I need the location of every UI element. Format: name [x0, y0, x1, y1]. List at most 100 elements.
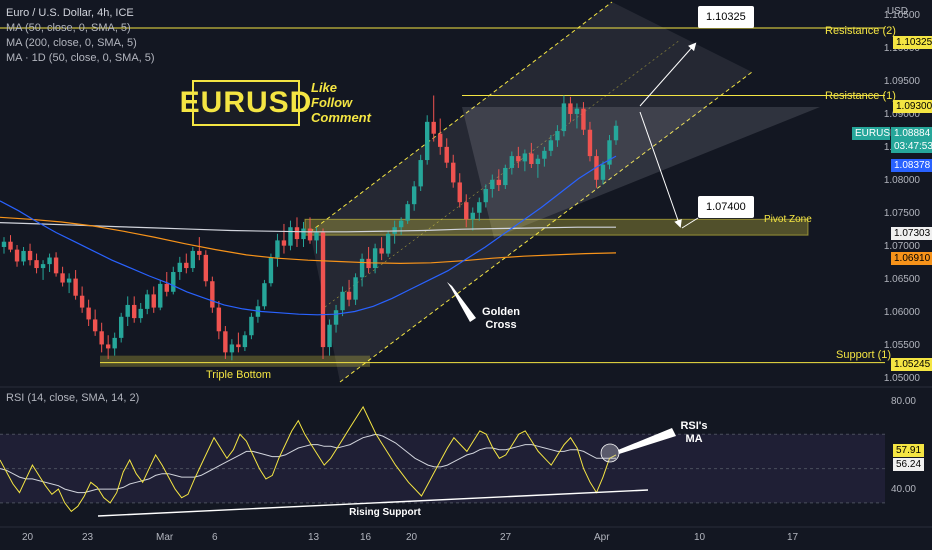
candle-body: [522, 153, 528, 162]
candle-body: [216, 307, 222, 332]
price-tick: 1.08000: [883, 175, 920, 187]
candle-body: [60, 273, 65, 283]
rsi-line: [0, 405, 617, 513]
candle-body: [307, 228, 313, 241]
candle-body: [431, 121, 436, 134]
candle-body: [190, 250, 196, 269]
date-tick: 23: [82, 532, 94, 543]
candle-body: [503, 167, 508, 186]
candle-body: [359, 258, 365, 278]
candle-body: [509, 156, 515, 168]
channel-fill: [310, 2, 752, 382]
date-tick: 6: [212, 532, 218, 543]
candle-body: [164, 283, 169, 292]
candle-body: [132, 304, 137, 319]
candle-body: [600, 164, 606, 180]
date-tick: 20: [406, 532, 418, 543]
candle-body: [171, 272, 176, 292]
candle-body: [138, 308, 143, 319]
candle-body: [275, 240, 280, 258]
candles: [1, 95, 619, 361]
candle-body: [118, 316, 124, 338]
ma1d-line: [0, 222, 616, 233]
candle-body: [242, 335, 248, 348]
ticker-badge: EURUSD: [180, 80, 311, 126]
rsi-ma-arrow: [618, 428, 676, 454]
candle-body: [574, 108, 580, 114]
pivot-zone-label: Pivot Zone: [764, 214, 812, 225]
rsi-value-tag: 57.91: [893, 444, 925, 457]
candle-body: [438, 133, 443, 147]
candle-body: [112, 337, 117, 349]
candle-body: [385, 233, 391, 254]
candle-body: [86, 307, 91, 320]
candle-body: [1, 241, 7, 247]
last-price-tag: 1.08884: [891, 127, 932, 140]
resistance1-label: Resistance (1): [825, 90, 896, 102]
rsi-ma-tag: 56.24: [893, 458, 925, 471]
candle-body: [607, 140, 612, 165]
candle-body: [568, 103, 573, 114]
rsi-legend[interactable]: RSI (14, close, SMA, 14, 2): [6, 392, 140, 404]
moving-averages: [0, 155, 617, 316]
candle-body: [8, 241, 13, 250]
price-tick: 1.05500: [883, 339, 920, 351]
candle-body: [490, 179, 495, 190]
channel-mid: [324, 39, 681, 308]
candle-body: [27, 250, 33, 261]
candle-body: [210, 281, 215, 308]
candle-body: [184, 262, 189, 269]
candle-body: [145, 294, 150, 309]
candle-body: [353, 277, 358, 300]
date-tick: 10: [694, 532, 706, 543]
candle-body: [14, 249, 20, 262]
candle-body: [151, 294, 156, 308]
candle-body: [333, 310, 339, 325]
candle-body: [223, 331, 228, 353]
candle-body: [535, 158, 541, 164]
candle-body: [92, 319, 98, 332]
target-low-pointer: [681, 217, 699, 229]
candle-body: [281, 240, 287, 246]
target-low-callout: 1.07400: [698, 196, 754, 218]
candle-body: [587, 129, 593, 157]
support-label: Support (1): [836, 349, 892, 361]
candle-body: [477, 202, 482, 213]
rsi-band: [0, 434, 885, 503]
triple-bottom-zone: [100, 355, 370, 367]
triple-bottom-label: Triple Bottom: [206, 369, 272, 381]
indicator-ma50[interactable]: MA (50, close, 0, SMA, 5): [6, 22, 131, 34]
golden-cross-arrow: [447, 282, 476, 322]
ma1d-level-tag: 1.07303: [891, 227, 932, 240]
target-high-callout: 1.10325: [698, 6, 754, 28]
resistance2-label: Resistance (2): [825, 25, 896, 37]
candle-body: [457, 182, 462, 203]
symbol-title[interactable]: Euro / U.S. Dollar, 4h, ICE: [6, 7, 134, 19]
cta-like: Like: [311, 80, 338, 95]
currency-label: USD: [886, 6, 908, 17]
cta-comment: Comment: [311, 110, 371, 125]
date-tick: 16: [360, 532, 372, 543]
rsi-ma-label: RSI's MA: [680, 420, 708, 445]
indicator-ma200[interactable]: MA (200, close, 0, SMA, 5): [6, 37, 137, 49]
candle-body: [158, 283, 163, 308]
candle-body: [268, 257, 274, 284]
candle-body: [372, 248, 378, 269]
overlay-drawings: [447, 42, 699, 322]
candle-body: [594, 156, 599, 180]
candle-body: [229, 344, 235, 353]
candle-body: [444, 146, 449, 163]
indicator-ma1d[interactable]: MA · 1D (50, close, 0, SMA, 5): [6, 52, 155, 64]
candle-body: [53, 257, 59, 274]
price-tick: 1.05000: [883, 372, 920, 384]
ma50-line: [0, 155, 617, 316]
candle-body: [314, 232, 319, 241]
date-tick: 20: [22, 532, 34, 543]
candle-body: [236, 344, 241, 348]
candle-body: [405, 204, 410, 221]
candle-body: [105, 344, 111, 349]
date-tick: Mar: [156, 532, 174, 543]
